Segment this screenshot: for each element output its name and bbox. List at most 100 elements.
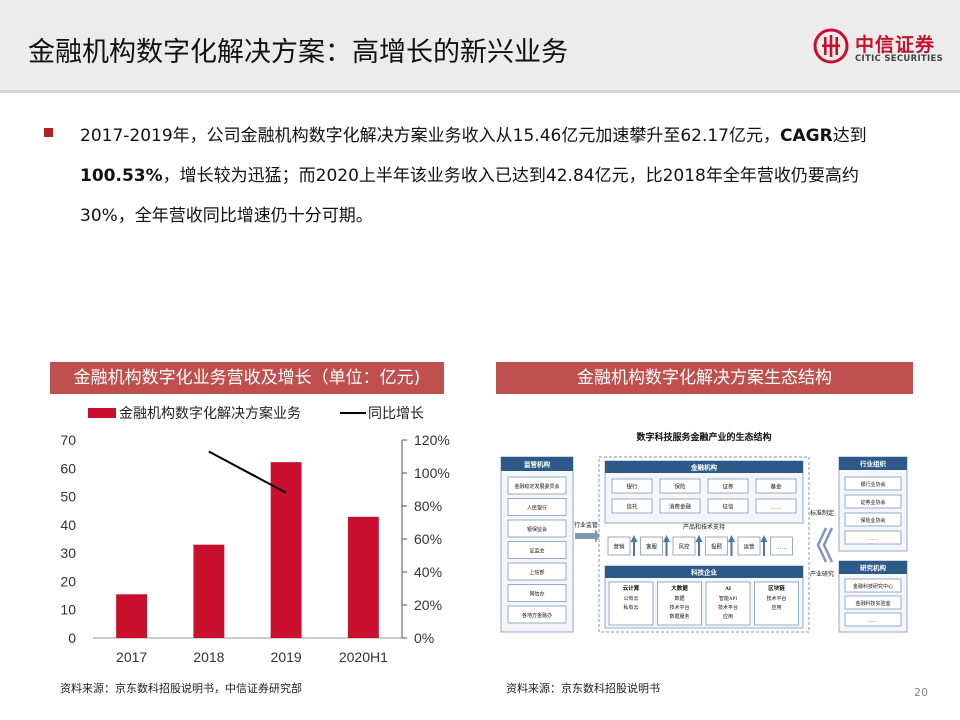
tech-group-item: 智能API	[719, 595, 737, 602]
industry-org-item-label: 证券业协会	[860, 499, 885, 506]
support-item	[607, 536, 631, 556]
x-tick-label: 2020H1	[339, 649, 388, 665]
regulator-item-label: 网信办	[529, 591, 544, 598]
research-org-item	[844, 595, 902, 610]
support-item-label: ……	[776, 545, 787, 551]
citic-logo-icon	[813, 28, 849, 64]
bar-2019	[270, 462, 302, 638]
financial-item-label: 基金	[770, 483, 782, 491]
research-org-item-label: 金融科技实验室	[855, 600, 890, 607]
financial-item	[707, 478, 749, 494]
tech-group	[657, 581, 702, 626]
x-tick-label: 2017	[116, 649, 147, 665]
tech-group-title: 区块链	[768, 584, 785, 592]
chart-panel-title: 金融机构数字化业务营收及增长（单位：亿元)	[50, 362, 444, 394]
tech-header-label: 科技企业	[691, 568, 718, 577]
support-item	[770, 536, 793, 556]
tech-group-title: 云计算	[623, 584, 640, 592]
y-left-tick-label: 50	[60, 489, 76, 505]
industry-org-item	[844, 512, 902, 527]
financial-item-label: 信托	[626, 503, 638, 511]
bullet-text-cagr: CAGR	[780, 126, 833, 146]
financial-item	[611, 498, 653, 514]
industry-org-item	[844, 530, 902, 545]
ecosystem-diagram-svg: 数字科技服务金融产业的生态结构监管机构金融稳定发展委员会人民银行银保监会证监会上…	[500, 431, 908, 633]
supervision-arrow-icon	[575, 529, 600, 543]
regulator-item	[507, 605, 567, 624]
y-left-tick-label: 30	[60, 545, 76, 561]
revenue-chart: 金融机构数字化解决方案业务 同比增长 0 10 20 30 40 50 60 70 0% 20% 40%…	[40, 398, 460, 678]
y-right-tick-label: 120%	[414, 432, 450, 448]
financial-item	[611, 478, 653, 494]
research-org-item-label: 金融科技研究中心	[853, 583, 893, 590]
industry-org-item	[844, 476, 902, 491]
standard-label: 标准制定	[810, 509, 834, 517]
support-item-label: 运营	[743, 543, 755, 551]
regulator-item	[507, 498, 567, 516]
header-bar	[0, 0, 960, 90]
bar-2020H1	[347, 516, 379, 638]
diagram-source: 资料来源：京东数科招股说明书	[506, 682, 660, 695]
support-arrow-icon	[663, 535, 670, 556]
support-item-label: 客服	[646, 543, 658, 551]
bullet-text-part-5: ，增长较为迅猛；而2020上半年该业务收入已达到42.84亿元，比2018年全年…	[80, 166, 859, 226]
support-item-label: 营销	[613, 543, 625, 551]
industry-org-item-label: 保险业协会	[860, 517, 885, 524]
logo-en-text: CITIC SECURITIES	[855, 54, 944, 64]
tech-group-title: AI	[725, 586, 731, 592]
financial-item	[755, 478, 797, 494]
tech-group-item: 私有云	[623, 604, 638, 611]
financial-item-label: 保险	[674, 483, 686, 491]
tech-group-item: 技术平台	[718, 604, 738, 611]
growth-line	[208, 450, 287, 494]
research-org-header	[839, 561, 907, 574]
tech-group-item: 应用	[771, 604, 781, 611]
legend-line-label: 同比增长	[368, 405, 424, 421]
regulator-item	[507, 562, 567, 581]
research-label: 产业研究	[810, 570, 834, 578]
financial-item-label: 证券	[722, 483, 734, 491]
revenue-chart-svg: 金融机构数字化解决方案业务 同比增长 0 10 20 30 40 50 60 70 0% 20% 40%…	[60, 405, 450, 665]
bullet-text-part-3: 达到	[832, 126, 867, 146]
regulator-item	[507, 584, 567, 602]
y-left-tick-label: 40	[60, 517, 76, 533]
industry-supervision-label: 行业监管	[574, 521, 598, 529]
x-tick-label: 2019	[271, 649, 302, 665]
support-item	[705, 536, 728, 556]
financial-item-label: 消费金融	[669, 503, 692, 511]
bar-2017	[116, 594, 148, 638]
header-divider	[0, 90, 960, 93]
industry-org-item	[844, 494, 902, 509]
tech-group-item: 技术平台	[766, 595, 786, 602]
y-left-tick-label: 60	[60, 460, 76, 476]
regulators-header	[501, 457, 573, 471]
research-org-item	[844, 612, 902, 627]
support-arrow-icon	[760, 535, 768, 556]
financial-item-label: 征信	[722, 503, 734, 511]
regulator-item	[507, 541, 567, 559]
support-arrow-icon	[630, 535, 638, 556]
y-left-tick-label: 10	[60, 602, 76, 618]
industry-org-item-label: 银行业协会	[860, 481, 885, 488]
support-arrow-icon	[728, 535, 735, 556]
financial-item-label: 银行	[626, 483, 638, 491]
diagram-title: 数字科技服务金融产业的生态结构	[636, 431, 771, 442]
financial-header	[605, 461, 803, 473]
industry-org-item-label: ……	[868, 537, 878, 542]
y-right-tick-label: 20%	[414, 597, 442, 613]
brand-logo: 中信证券 CITIC SECURITIES	[813, 28, 943, 68]
y-right-tick-label: 100%	[414, 465, 450, 481]
support-title: 产品和技术支持	[683, 523, 725, 531]
legend-bar-label: 金融机构数字化解决方案业务	[119, 405, 301, 421]
industry-org-header-label: 行业组织	[859, 459, 887, 468]
y-right-tick-label: 60%	[414, 531, 442, 547]
bullet-text: 2017-2019年，公司金融机构数字化解决方案业务收入从15.46亿元加速攀升…	[80, 116, 900, 236]
page-title: 金融机构数字化解决方案：高增长的新兴业务	[28, 37, 568, 68]
financial-item	[659, 498, 701, 514]
legend-bar-swatch	[88, 408, 116, 418]
y-left-tick-label: 0	[68, 630, 76, 646]
tech-group	[608, 581, 654, 626]
financial-item	[707, 498, 749, 514]
regulator-item-label: 人民银行	[527, 505, 547, 512]
y-right-tick-label: 80%	[414, 498, 442, 514]
